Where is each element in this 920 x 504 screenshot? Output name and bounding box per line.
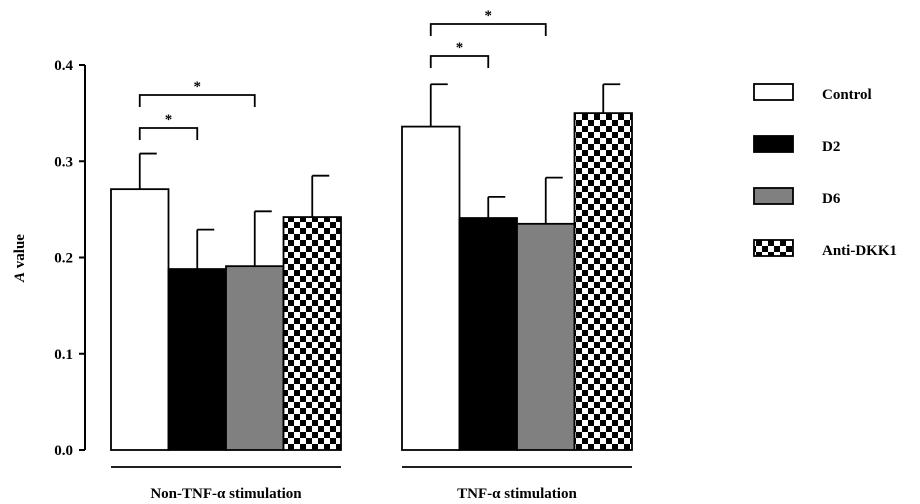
y-tick-label: 0.1 — [54, 347, 73, 363]
bar — [225, 265, 285, 451]
y-tick-label: 0.0 — [54, 443, 73, 459]
legend-label: Anti-DKK1 — [822, 243, 897, 259]
legend-label: D2 — [822, 139, 840, 155]
significance-star: * — [194, 79, 202, 95]
x-category-label: TNF-α stimulation — [457, 486, 577, 502]
x-category-label: Non-TNF-α stimulation — [150, 486, 302, 502]
bar — [167, 268, 227, 451]
significance-bracket — [429, 23, 547, 36]
bar — [458, 217, 518, 451]
legend-swatch — [753, 83, 794, 101]
y-axis-label: A value — [12, 234, 28, 283]
group-axis-layer: Non-TNF-α stimulation TNF-α stimulation — [111, 466, 632, 502]
significance-layer: * * * * — [138, 8, 547, 140]
bar — [516, 222, 576, 451]
significance-star: * — [165, 112, 173, 128]
significance-star: * — [456, 40, 464, 56]
y-tick-label: 0.2 — [54, 251, 73, 267]
legend: Control D2 D6 Anti-DKK1 — [753, 83, 897, 259]
bar — [282, 216, 342, 451]
y-tick-label: 0.4 — [54, 58, 73, 74]
legend-swatch — [753, 187, 794, 205]
legend-label: Control — [822, 87, 872, 103]
bar — [401, 125, 461, 451]
significance-bracket — [138, 127, 199, 140]
y-axis: 0.0 0.1 0.2 0.3 0.4 — [54, 58, 86, 459]
bar — [573, 112, 633, 451]
significance-bracket — [138, 94, 256, 107]
legend-swatch — [753, 135, 794, 153]
significance-star: * — [485, 8, 493, 24]
legend-swatch — [753, 239, 794, 257]
bars-layer — [110, 83, 633, 451]
significance-bracket — [429, 55, 490, 68]
legend-label: D6 — [822, 191, 841, 207]
bar — [110, 188, 170, 451]
y-tick-label: 0.3 — [54, 154, 73, 170]
